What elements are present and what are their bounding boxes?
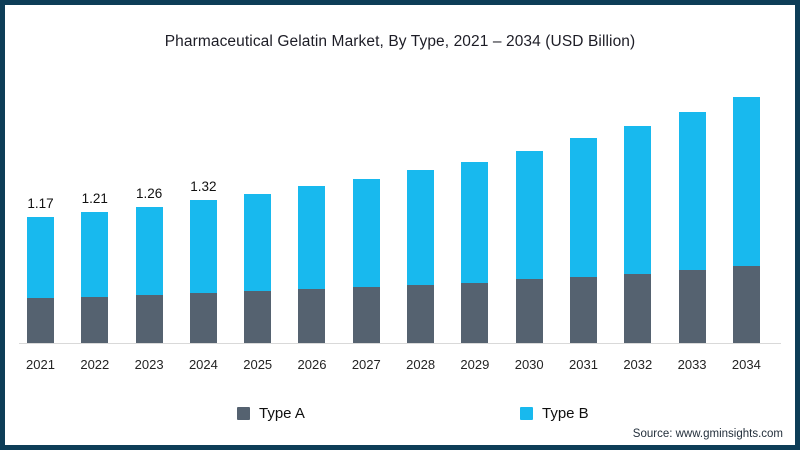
bar-segment-type-b — [27, 216, 54, 298]
legend-swatch-type-b — [520, 407, 533, 420]
bar-segment-type-b — [515, 150, 543, 280]
bar-2028 — [407, 170, 435, 343]
chart-title: Pharmaceutical Gelatin Market, By Type, … — [164, 33, 636, 50]
bar-segment-type-a — [27, 297, 54, 343]
bar-value-label-2024: 1.32 — [190, 179, 217, 195]
bar-2029 — [461, 161, 489, 343]
x-axis-label-2027: 2027 — [351, 357, 381, 372]
bar-value-label-2022: 1.21 — [81, 191, 108, 207]
bar-2031 — [569, 137, 597, 343]
bar-segment-type-a — [678, 269, 706, 343]
bar-2033 — [678, 111, 706, 343]
x-axis-label-2033: 2033 — [677, 357, 707, 372]
bar-2023: 1.26 — [135, 186, 163, 343]
bar-2024: 1.32 — [189, 179, 217, 343]
legend-item-type-b: Type B — [520, 405, 589, 422]
x-axis-label-2022: 2022 — [80, 357, 110, 372]
source-attribution: Source: www.gminsights.com — [632, 428, 783, 440]
x-axis-label-2029: 2029 — [460, 357, 490, 372]
x-axis-labels: 2021 2022 2023 2024 2025 2026 2027 2028 2029 2030… — [26, 357, 761, 372]
bar-2027 — [352, 178, 380, 343]
bar-segment-type-b — [407, 170, 435, 285]
bar-segment-type-a — [352, 286, 380, 343]
bar-segment-type-b — [624, 125, 652, 274]
bar-2026 — [298, 186, 326, 343]
x-axis-label-2032: 2032 — [623, 357, 653, 372]
bar-segment-type-b — [81, 212, 109, 297]
x-axis-line — [19, 343, 781, 344]
bar-segment-type-a — [81, 296, 109, 343]
bar-2022: 1.21 — [81, 191, 109, 343]
x-axis-label-2031: 2031 — [569, 357, 598, 372]
x-axis-label-2023: 2023 — [134, 357, 164, 372]
bar-segment-type-a — [461, 282, 489, 343]
bar-segment-type-a — [407, 284, 435, 343]
bar-segment-type-a — [135, 295, 163, 343]
legend-label-type-b: Type B — [542, 405, 589, 422]
x-axis-label-2021: 2021 — [26, 357, 55, 372]
bar-segment-type-b — [352, 178, 380, 287]
bar-value-label-2021: 1.17 — [27, 195, 54, 211]
x-axis-label-2024: 2024 — [188, 357, 218, 372]
x-axis-label-2026: 2026 — [297, 357, 327, 372]
bar-segment-type-a — [569, 277, 597, 343]
bar-segment-type-b — [732, 96, 760, 267]
bar-2034 — [732, 96, 760, 343]
bar-2025 — [244, 193, 272, 343]
bar-segment-type-b — [569, 137, 597, 278]
legend-swatch-type-a — [237, 407, 250, 420]
bar-segment-type-a — [298, 289, 326, 343]
legend-item-type-a: Type A — [237, 405, 305, 422]
x-axis-label-2034: 2034 — [731, 357, 761, 372]
bars-container: 1.17 1.21 1.26 1.32 — [27, 53, 760, 343]
bar-segment-type-b — [189, 200, 217, 294]
bar-segment-type-a — [624, 273, 652, 343]
bar-segment-type-a — [244, 291, 272, 343]
bar-2030 — [515, 150, 543, 343]
bar-segment-type-b — [678, 111, 706, 270]
bar-segment-type-b — [298, 186, 326, 289]
bar-segment-type-b — [244, 193, 272, 292]
legend-label-type-a: Type A — [259, 405, 305, 422]
x-axis-label-2030: 2030 — [514, 357, 544, 372]
bar-value-label-2023: 1.26 — [135, 185, 163, 201]
x-axis-label-2028: 2028 — [406, 357, 436, 372]
bar-segment-type-a — [189, 293, 217, 343]
bar-segment-type-b — [135, 206, 163, 296]
bar-2021: 1.17 — [27, 196, 54, 343]
bar-2032 — [624, 125, 652, 343]
bar-segment-type-a — [515, 279, 543, 343]
x-axis-label-2025: 2025 — [243, 357, 273, 372]
bar-segment-type-a — [732, 266, 760, 343]
bar-segment-type-b — [461, 161, 489, 283]
